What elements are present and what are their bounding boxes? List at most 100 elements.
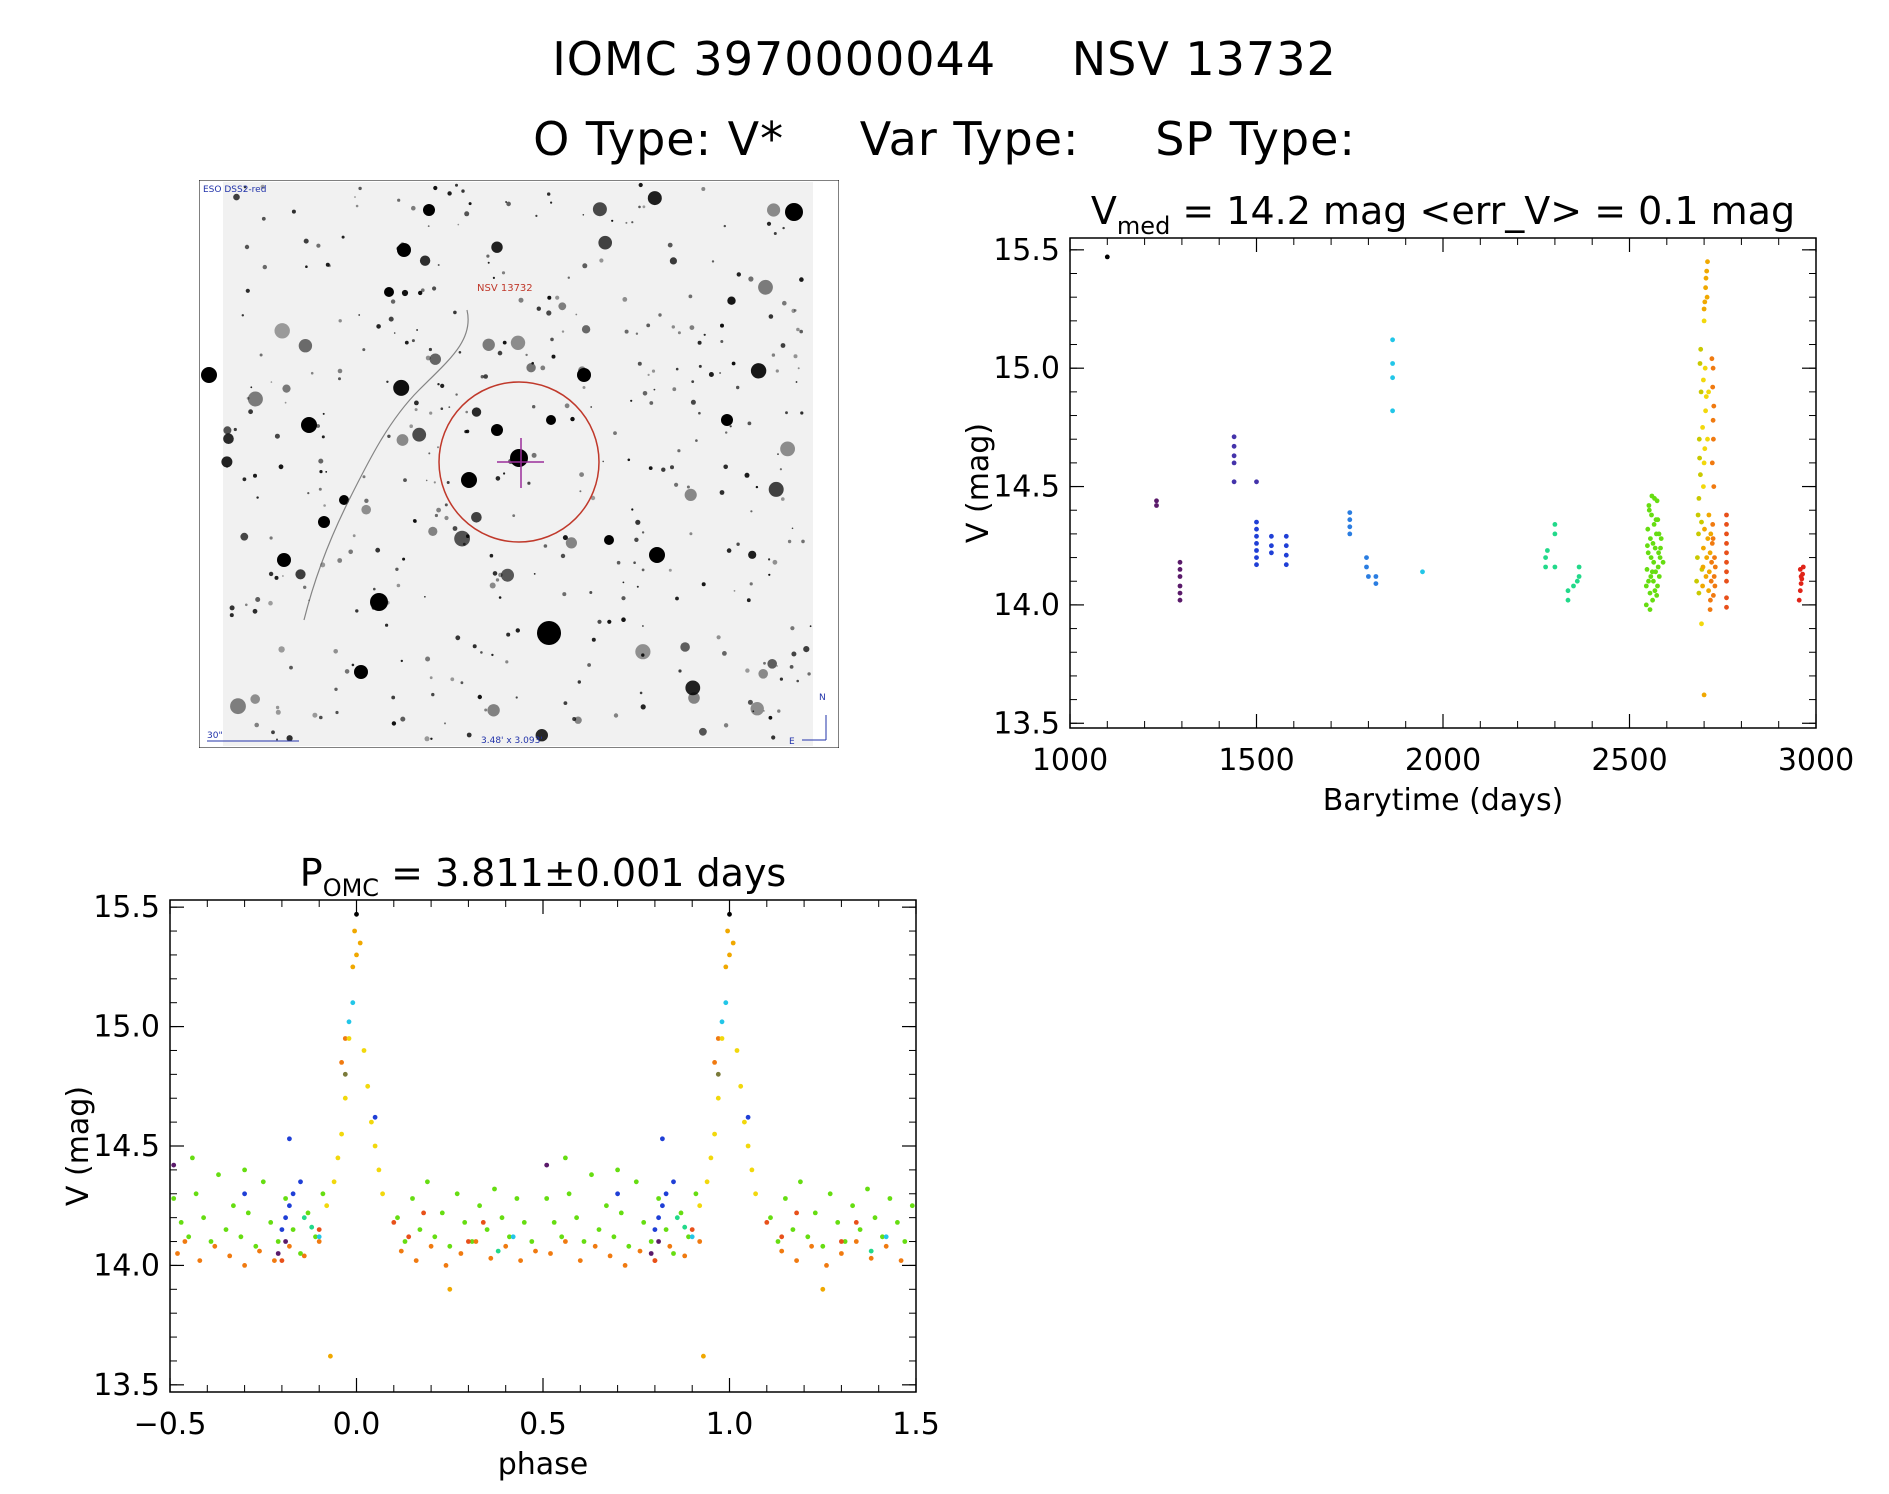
data-point (1283, 562, 1289, 568)
data-point (1269, 550, 1274, 556)
data-point (283, 1215, 288, 1221)
finder-star (701, 582, 706, 587)
finder-star (484, 708, 488, 712)
finder-star (630, 399, 633, 402)
data-point (715, 1071, 721, 1077)
finder-star (780, 441, 795, 457)
finder-star (411, 339, 415, 343)
data-point (842, 1239, 848, 1244)
data-point (738, 1083, 744, 1089)
finder-star (274, 323, 290, 339)
finder-star (386, 380, 389, 383)
finder-star (800, 411, 804, 415)
data-point (1707, 607, 1713, 612)
data-point (697, 1239, 703, 1244)
data-point (656, 1215, 661, 1221)
data-point (1645, 550, 1651, 556)
data-point (1646, 578, 1651, 584)
data-point (574, 1215, 579, 1221)
data-point (596, 1227, 602, 1232)
finder-star (691, 380, 695, 383)
finder-star (453, 310, 457, 315)
data-point (350, 1000, 356, 1006)
data-point (1711, 436, 1716, 442)
finder-star (763, 661, 766, 665)
data-point (1696, 436, 1702, 442)
finder-star (773, 232, 777, 235)
data-point (466, 1239, 471, 1244)
finder-star (721, 414, 733, 426)
finder-star (502, 340, 507, 345)
data-point (521, 1220, 527, 1225)
finder-star (797, 367, 800, 370)
data-point (432, 1234, 438, 1240)
finder-star (624, 329, 629, 334)
data-point (883, 1243, 889, 1249)
data-point (458, 1251, 464, 1256)
finder-star (373, 587, 376, 591)
finder-star (535, 729, 548, 742)
finder-star (492, 276, 495, 279)
finder-star (487, 704, 500, 717)
data-point (421, 1210, 426, 1216)
data-point (1543, 564, 1548, 570)
data-point (212, 1243, 218, 1249)
header-star-id: IOMC 3970000044 (552, 32, 997, 86)
data-point (339, 1131, 344, 1137)
finder-star (535, 214, 538, 217)
data-point (352, 928, 357, 934)
finder-star (423, 204, 435, 216)
y-tick-label: 15.5 (993, 233, 1060, 268)
data-point (1797, 588, 1803, 594)
finder-star (489, 553, 494, 558)
finder-star (480, 375, 484, 379)
finder-star (505, 660, 509, 664)
data-point (1709, 356, 1715, 362)
finder-star (518, 297, 524, 303)
data-point (678, 1210, 684, 1216)
data-point (753, 1191, 758, 1197)
finder-star (295, 569, 306, 580)
finder-star (395, 567, 399, 571)
finder-star (328, 264, 331, 268)
y-axis-label: V (mag) (961, 423, 996, 543)
finder-star (384, 287, 394, 297)
finder-star (351, 663, 355, 667)
finder-star (560, 553, 566, 559)
data-point (607, 1253, 613, 1259)
finder-star (775, 369, 779, 373)
finder-star (325, 471, 328, 473)
data-point (1724, 604, 1729, 610)
finder-star (636, 585, 639, 588)
finder-star (575, 313, 578, 316)
data-point (1710, 365, 1716, 371)
finder-star (503, 472, 506, 475)
data-point (1552, 522, 1558, 527)
data-point (618, 1210, 624, 1216)
data-point (518, 1258, 523, 1263)
finder-star (768, 558, 771, 561)
data-point (648, 1239, 654, 1244)
data-point (1706, 389, 1711, 395)
data-point (1702, 299, 1708, 305)
chart-phase-curve: −0.5 0.0 0.5 1.0 1.5 13.5 14.0 14.5 15.0 15.5 phas… (61, 851, 940, 1482)
data-point (533, 1248, 538, 1254)
finder-star (613, 713, 619, 718)
y-tick-label: 15.0 (993, 351, 1060, 386)
finder-star (274, 575, 279, 580)
data-point (1695, 512, 1701, 518)
finder-star (796, 327, 800, 332)
data-point (641, 1220, 647, 1225)
data-point (742, 1119, 747, 1125)
finder-star (497, 350, 503, 356)
data-point (1709, 559, 1714, 565)
data-point (275, 1251, 281, 1256)
finder-star (699, 727, 707, 736)
finder-star (635, 644, 651, 660)
finder-star (428, 452, 431, 455)
finder-star (646, 323, 651, 328)
finder-star (436, 507, 441, 513)
finder-star (621, 596, 626, 601)
data-point (253, 1243, 259, 1249)
x-tick-label: 2500 (1591, 743, 1667, 778)
